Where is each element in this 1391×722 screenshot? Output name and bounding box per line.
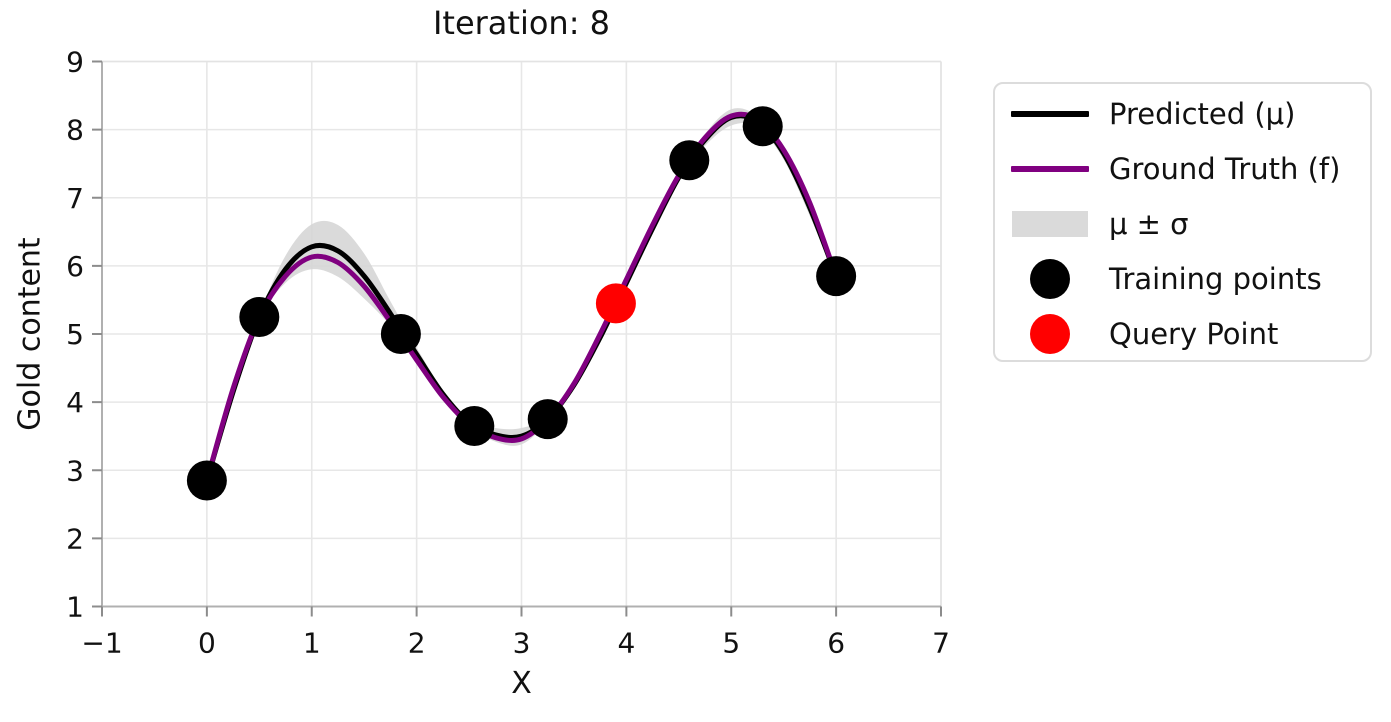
legend-item: μ ± σ [1007, 196, 1370, 251]
y-tick-label: 1 [66, 591, 84, 624]
x-tick-label: 0 [198, 627, 216, 660]
y-tick-label: 7 [66, 182, 84, 215]
x-axis-label: X [511, 666, 532, 701]
x-tick-label: 7 [932, 627, 950, 660]
legend-swatch-zone [1007, 258, 1093, 299]
training-point [527, 399, 568, 440]
training-point [380, 314, 421, 354]
y-tick-label: 5 [66, 318, 84, 351]
legend-item: Training points [1007, 251, 1370, 306]
legend-swatch-line [1011, 165, 1089, 172]
x-tick-label: 5 [722, 627, 740, 660]
legend-item: Predicted (μ) [1007, 86, 1370, 141]
legend-label: μ ± σ [1109, 206, 1189, 241]
training-point [742, 106, 783, 147]
y-tick-label: 2 [66, 522, 84, 555]
legend-label: Predicted (μ) [1109, 96, 1296, 131]
x-tick-label: −1 [81, 627, 122, 660]
legend-swatch-dot [1030, 258, 1070, 299]
y-tick-label: 9 [66, 46, 84, 79]
legend-item: Query Point [1007, 306, 1370, 361]
legend-swatch-zone [1007, 165, 1093, 172]
x-tick-label: 6 [827, 627, 845, 660]
legend-swatch-zone [1007, 110, 1093, 117]
y-tick-label: 6 [66, 250, 84, 283]
legend-swatch-patch [1012, 210, 1088, 237]
legend-label: Training points [1109, 261, 1322, 296]
legend-swatch-line [1011, 110, 1089, 117]
training-point [454, 405, 495, 446]
x-tick-label: 1 [303, 627, 321, 660]
y-tick-label: 4 [66, 386, 84, 419]
legend-swatch-zone [1007, 313, 1093, 354]
x-tick-label: 3 [513, 627, 531, 660]
legend: Predicted (μ) Ground Truth (f) μ ± σ Traini… [993, 82, 1372, 362]
training-point [669, 140, 710, 181]
chart-title: Iteration: 8 [432, 4, 611, 42]
legend-swatch-zone [1007, 210, 1093, 237]
query-point [595, 283, 636, 324]
legend-swatch-dot [1030, 313, 1070, 354]
y-tick-label: 3 [66, 454, 84, 487]
ground-truth-curve [204, 111, 839, 483]
training-point [186, 460, 227, 501]
y-axis-label: Gold content [12, 237, 48, 431]
training-point [239, 296, 280, 337]
legend-label: Ground Truth (f) [1109, 151, 1341, 186]
y-tick-label: 8 [66, 114, 84, 147]
training-point [816, 256, 857, 297]
legend-label: Query Point [1109, 316, 1279, 351]
legend-item: Ground Truth (f) [1007, 141, 1370, 196]
x-tick-label: 4 [617, 627, 635, 660]
x-tick-label: 2 [408, 627, 426, 660]
